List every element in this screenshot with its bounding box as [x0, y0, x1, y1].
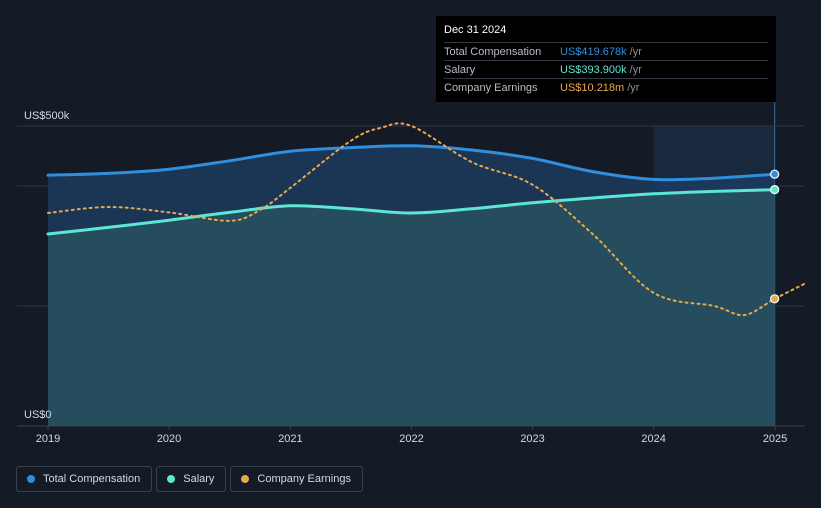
legend-item-total-compensation[interactable]: Total Compensation: [16, 466, 153, 492]
tooltip-value: US$419.678k: [560, 45, 627, 58]
tooltip-label: Salary: [444, 63, 476, 76]
tooltip-unit: /yr: [629, 45, 642, 58]
legend-dot: [241, 475, 250, 483]
legend-label: Company Earnings: [257, 473, 351, 485]
y-tick-label: US$0: [24, 409, 52, 421]
tooltip-row-total-compensation: Total Compensation US$419.678k /yr: [444, 42, 768, 60]
tooltip-date: Dec 31 2024: [444, 24, 507, 36]
salary-marker: [770, 185, 780, 195]
company-earnings-marker: [770, 294, 780, 304]
x-tick-label: 2021: [278, 433, 302, 445]
tooltip-label: Company Earnings: [444, 81, 538, 94]
tooltip-row-salary: Salary US$393.900k /yr: [444, 60, 768, 78]
x-tick-label: 2020: [157, 433, 181, 445]
data-tooltip: Dec 31 2024 Total Compensation US$419.67…: [436, 16, 776, 102]
salary-line: [46, 188, 777, 236]
total-compensation-marker: [770, 169, 780, 179]
company-earnings-line: [47, 122, 806, 317]
legend-dot: [27, 475, 35, 483]
total-compensation-line: [46, 144, 777, 182]
tooltip-value: US$393.900k: [560, 63, 627, 76]
tooltip-unit: /yr: [627, 81, 640, 94]
tooltip-unit: /yr: [629, 63, 642, 76]
legend-item-salary[interactable]: Salary: [156, 466, 227, 492]
salary-area: [48, 189, 775, 426]
y-tick-label: US$500k: [24, 110, 70, 122]
x-tick-label: 2019: [36, 433, 60, 445]
legend-item-company-earnings[interactable]: Company Earnings: [230, 466, 363, 492]
x-tick-label: 2025: [763, 433, 787, 445]
x-tick-label: 2024: [641, 433, 665, 445]
tooltip-value: US$10.218m: [560, 81, 625, 94]
x-tick-label: 2022: [399, 433, 423, 445]
x-tick-label: 2023: [520, 433, 544, 445]
chart-legend: Total Compensation Salary Company Earnin…: [16, 466, 363, 492]
legend-label: Total Compensation: [43, 473, 141, 485]
tooltip-row-company-earnings: Company Earnings US$10.218m /yr: [444, 78, 768, 96]
legend-label: Salary: [183, 473, 215, 485]
tooltip-label: Total Compensation: [444, 45, 542, 58]
legend-dot: [167, 475, 176, 483]
